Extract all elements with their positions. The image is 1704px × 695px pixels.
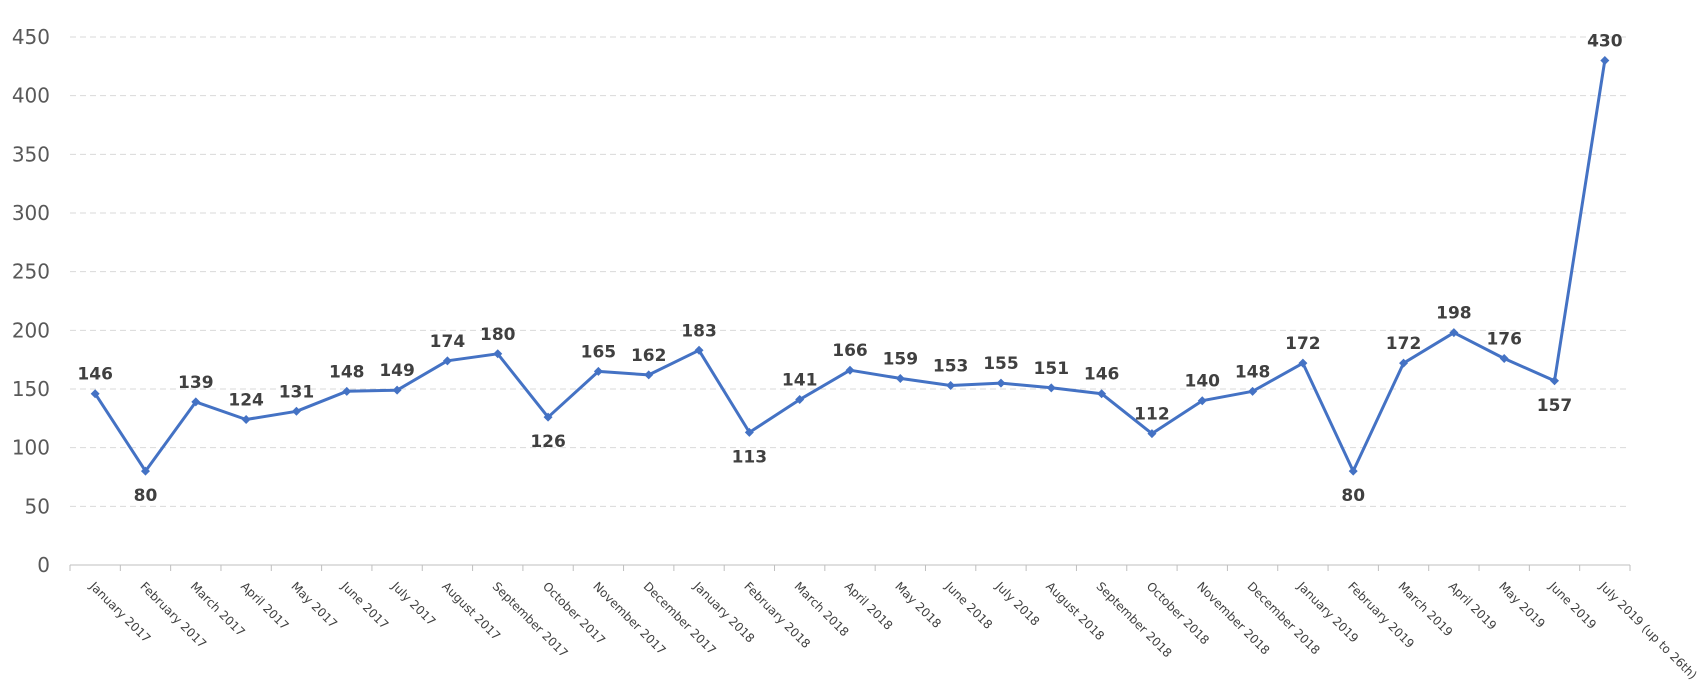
data-label: 166 bbox=[832, 341, 868, 361]
data-point bbox=[1147, 429, 1157, 439]
data-label: 112 bbox=[1134, 405, 1170, 425]
data-label: 198 bbox=[1436, 304, 1472, 324]
x-tick-label: June 2019 bbox=[1546, 579, 1599, 632]
series-line bbox=[93, 60, 1607, 473]
data-label: 151 bbox=[1034, 359, 1070, 379]
data-point bbox=[342, 386, 352, 396]
y-axis-tick-labels: 0 50 100 150 200 250 300 350 400 450 bbox=[12, 25, 50, 577]
data-label: 155 bbox=[983, 354, 1019, 374]
data-label: 140 bbox=[1185, 372, 1221, 392]
data-label: 113 bbox=[732, 447, 768, 467]
data-label: 124 bbox=[228, 391, 264, 411]
x-tick-label: April 2017 bbox=[238, 579, 292, 633]
data-label: 80 bbox=[1341, 486, 1365, 506]
x-tick-label: May 2019 bbox=[1496, 579, 1548, 631]
y-tick-label: 400 bbox=[12, 84, 50, 108]
data-point bbox=[1298, 358, 1308, 368]
data-label: 174 bbox=[430, 332, 466, 352]
data-point bbox=[1248, 386, 1258, 396]
data-point bbox=[996, 378, 1006, 388]
data-label: 131 bbox=[279, 382, 315, 402]
data-point bbox=[1499, 353, 1509, 363]
x-tick-label: July 2019 (up to 26th) bbox=[1596, 579, 1700, 683]
x-tick-label: June 2017 bbox=[338, 579, 391, 632]
data-label: 172 bbox=[1285, 334, 1321, 354]
y-tick-label: 350 bbox=[12, 142, 50, 166]
data-point bbox=[191, 397, 201, 407]
data-point bbox=[1197, 396, 1207, 406]
x-tick-label: July 2018 bbox=[992, 579, 1042, 629]
x-tick-label: April 2018 bbox=[842, 579, 896, 633]
data-label: 159 bbox=[883, 349, 919, 369]
data-labels: 146 80 139 124 131 148 149 174 180 126 165 162 183 11… bbox=[77, 31, 1622, 506]
data-point bbox=[543, 412, 553, 422]
y-tick-label: 300 bbox=[12, 201, 50, 225]
y-tick-label: 450 bbox=[12, 25, 50, 49]
y-tick-label: 100 bbox=[12, 436, 50, 460]
data-label: 157 bbox=[1537, 396, 1573, 416]
data-label: 180 bbox=[480, 325, 516, 345]
data-point bbox=[1046, 383, 1056, 393]
data-label: 126 bbox=[530, 432, 566, 452]
y-tick-label: 250 bbox=[12, 260, 50, 284]
y-tick-label: 0 bbox=[37, 553, 50, 577]
data-label: 172 bbox=[1386, 334, 1422, 354]
data-point bbox=[593, 366, 603, 376]
x-tick-label: May 2017 bbox=[288, 579, 340, 631]
data-point bbox=[1348, 466, 1358, 476]
data-label: 146 bbox=[1084, 365, 1120, 385]
data-point bbox=[1550, 376, 1560, 386]
data-label: 139 bbox=[178, 373, 214, 393]
y-tick-label: 200 bbox=[12, 318, 50, 342]
data-label: 149 bbox=[379, 361, 415, 381]
data-point bbox=[1399, 358, 1409, 368]
gridlines bbox=[70, 36, 1630, 507]
data-label: 148 bbox=[329, 362, 365, 382]
data-point bbox=[694, 345, 704, 355]
data-label: 153 bbox=[933, 356, 969, 376]
x-tick-label: July 2017 bbox=[388, 579, 438, 629]
data-point bbox=[493, 349, 503, 359]
data-point bbox=[1600, 55, 1610, 65]
data-label: 162 bbox=[631, 346, 667, 366]
x-tick-label: May 2018 bbox=[892, 579, 944, 631]
data-label: 148 bbox=[1235, 362, 1271, 382]
data-point bbox=[392, 385, 402, 395]
data-point bbox=[744, 427, 754, 437]
x-tick-label: April 2019 bbox=[1446, 579, 1500, 633]
series-line-group bbox=[93, 60, 1607, 473]
data-point bbox=[291, 406, 301, 416]
data-point bbox=[140, 466, 150, 476]
data-point bbox=[795, 395, 805, 405]
y-tick-label: 50 bbox=[25, 494, 50, 518]
y-tick-label: 150 bbox=[12, 377, 50, 401]
x-tick-label: June 2018 bbox=[942, 579, 995, 632]
data-label: 176 bbox=[1486, 329, 1522, 349]
data-point bbox=[644, 370, 654, 380]
axes bbox=[69, 564, 1631, 571]
data-point bbox=[1449, 328, 1459, 338]
data-point bbox=[1097, 389, 1107, 399]
data-label: 141 bbox=[782, 371, 818, 391]
data-label: 430 bbox=[1587, 31, 1623, 51]
data-point bbox=[90, 389, 100, 399]
data-point bbox=[241, 415, 251, 425]
data-label: 80 bbox=[134, 486, 158, 506]
data-point bbox=[895, 373, 905, 383]
data-point-markers bbox=[90, 55, 1610, 476]
data-label: 183 bbox=[681, 321, 717, 341]
data-point bbox=[845, 365, 855, 375]
data-point bbox=[946, 380, 956, 390]
data-label: 165 bbox=[581, 342, 617, 362]
data-point bbox=[442, 356, 452, 366]
data-label: 146 bbox=[77, 365, 113, 385]
